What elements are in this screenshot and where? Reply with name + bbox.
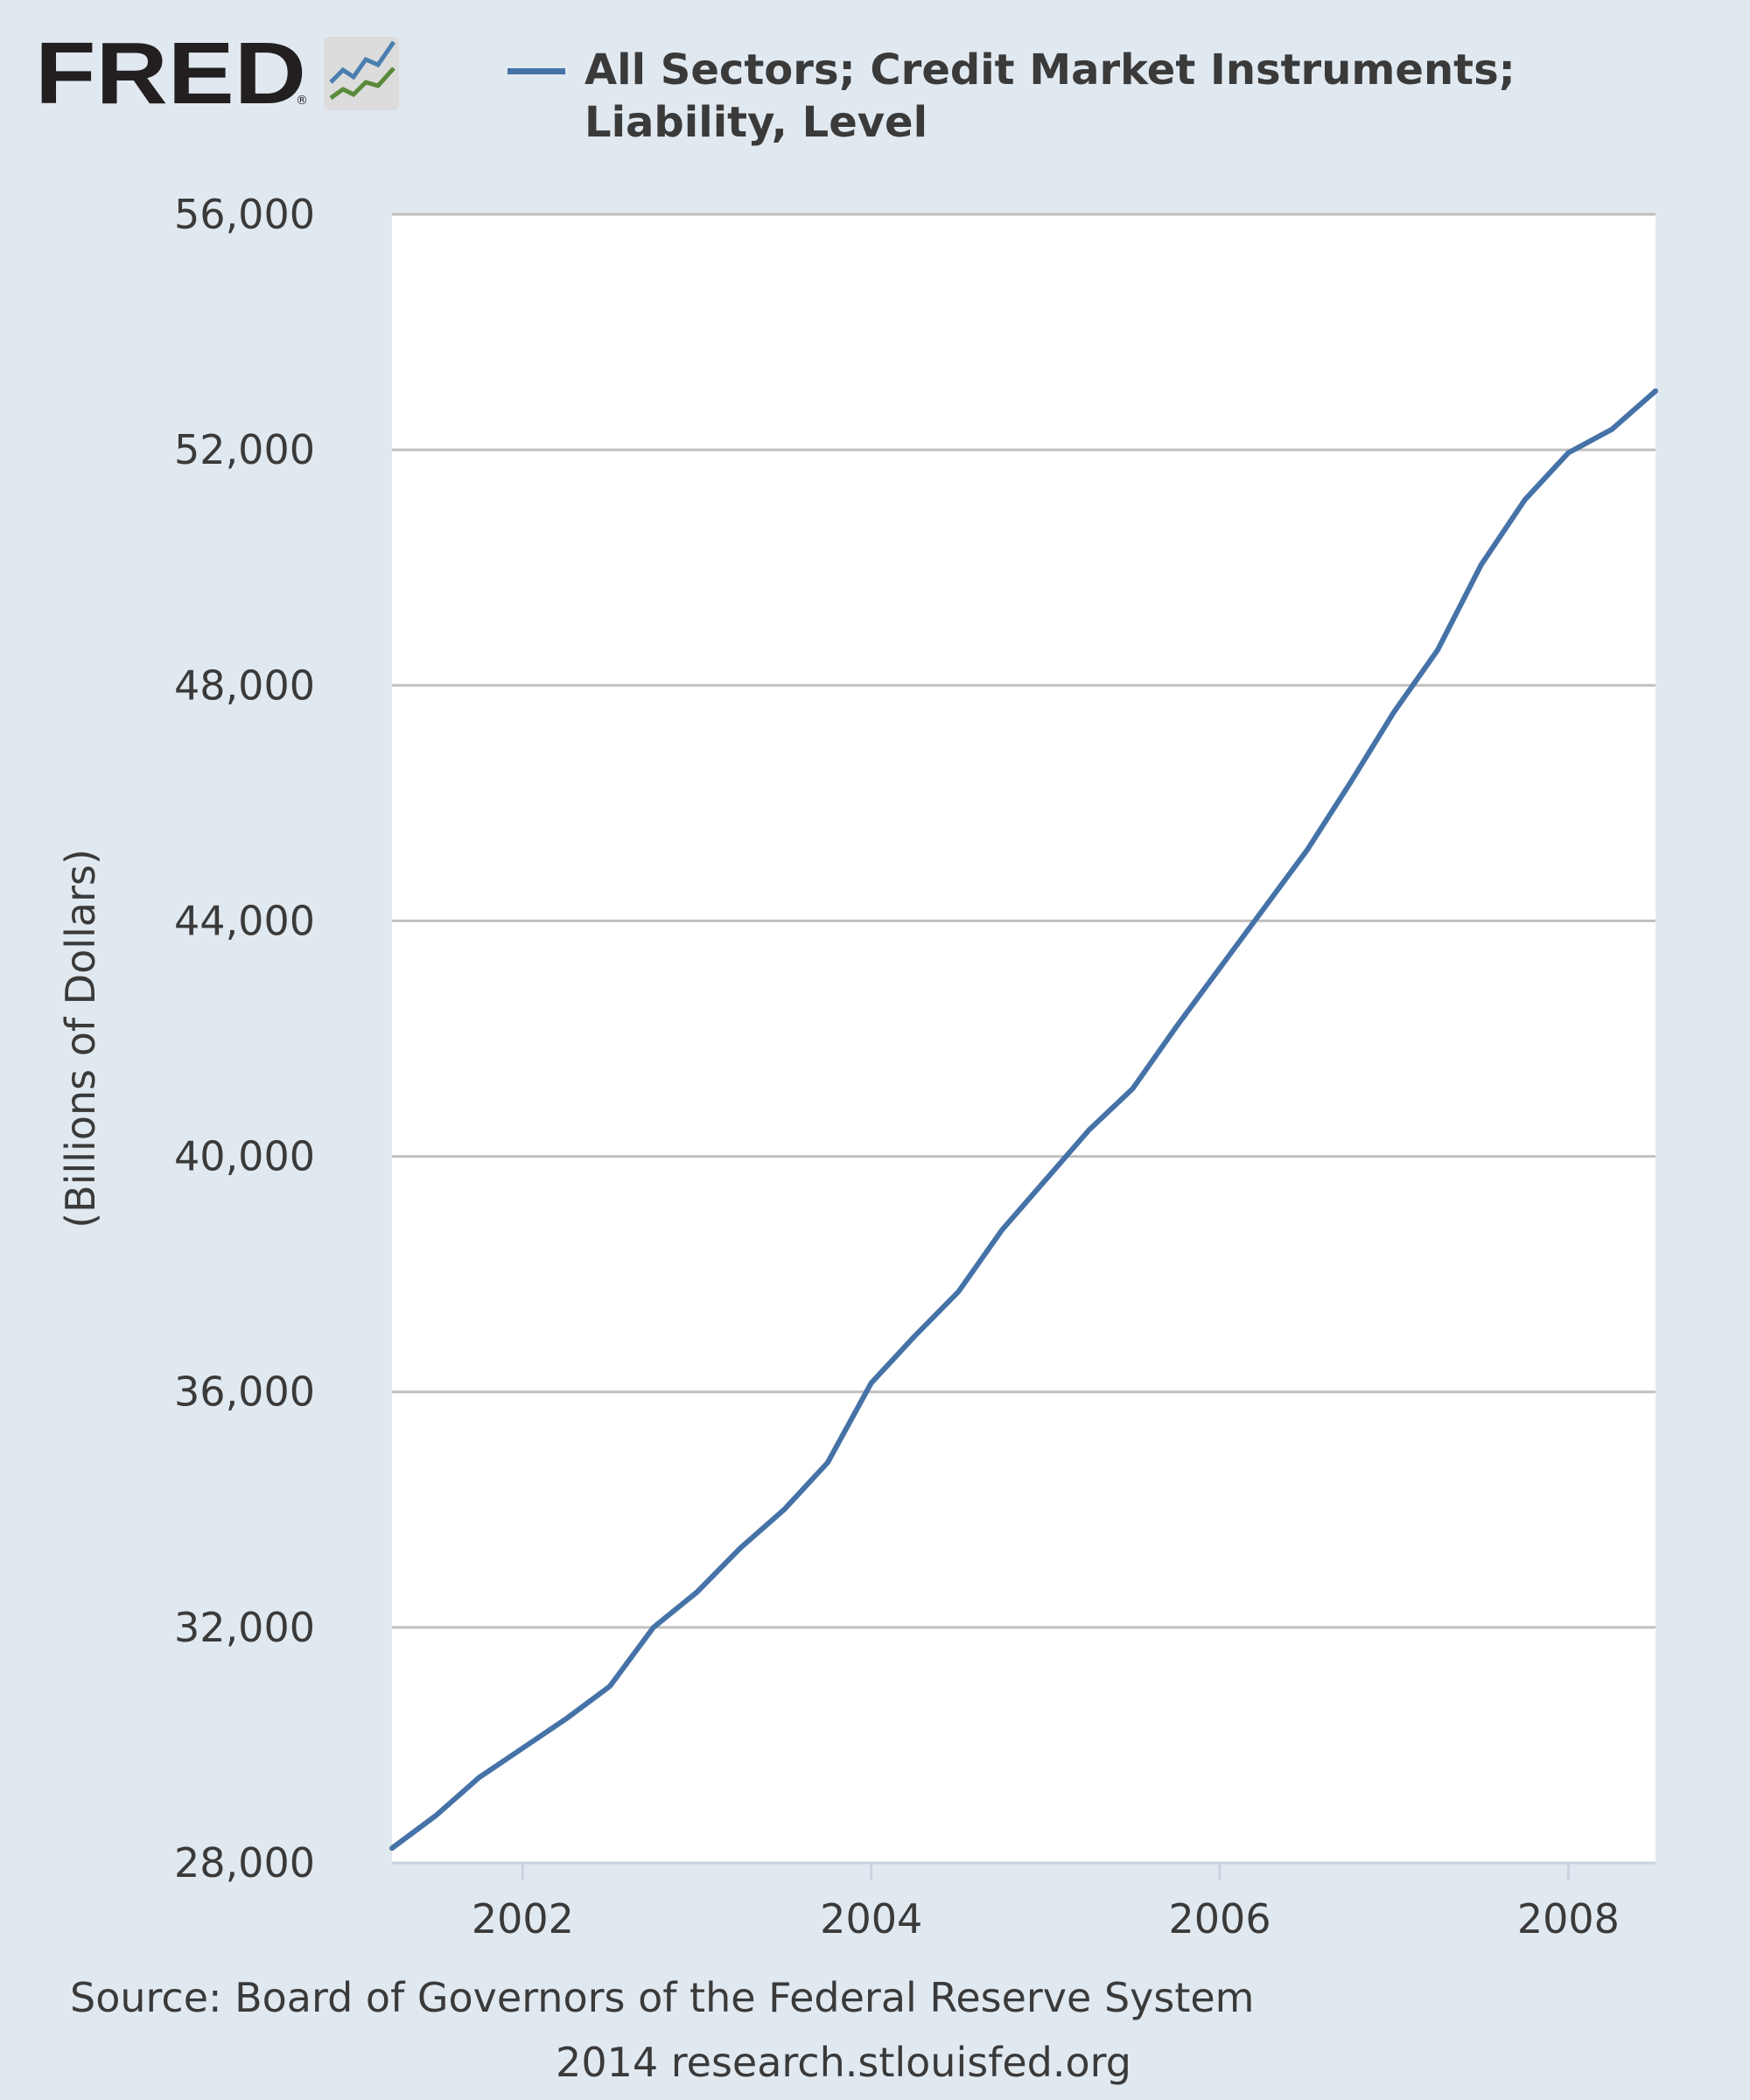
y-tick-labels: 28,000 32,000 36,000 40,000 44,000 48,000 52,0… <box>174 191 315 1886</box>
source-note: Source: Board of Governors of the Federa… <box>70 1974 1255 2021</box>
x-tick-label: 2008 <box>1517 1895 1620 1942</box>
series-layer <box>389 388 1658 1852</box>
x-tick-label: 2006 <box>1169 1895 1271 1942</box>
y-tick-label: 32,000 <box>174 1604 315 1651</box>
x-tick-labels: 2002 2004 2006 2008 <box>472 1895 1620 1942</box>
data-point <box>522 1746 524 1749</box>
credit-note: 2014 research.stlouisfed.org <box>556 2039 1131 2086</box>
data-point <box>1523 499 1526 501</box>
registered-mark: ® <box>296 94 308 108</box>
data-point <box>826 1461 829 1464</box>
axes <box>392 1861 1656 1880</box>
data-point <box>565 1718 568 1720</box>
legend-swatch <box>508 68 565 74</box>
data-point <box>870 1382 872 1384</box>
plot-area <box>392 214 1656 1863</box>
fred-sparkline-icon <box>324 37 399 110</box>
y-tick-label: 40,000 <box>174 1133 315 1180</box>
data-point <box>1044 1179 1046 1181</box>
data-point <box>391 1847 394 1850</box>
data-point <box>1175 1026 1178 1028</box>
data-point <box>608 1685 611 1688</box>
data-point <box>1001 1228 1004 1231</box>
legend-label: All Sectors; Credit Market Instruments; … <box>584 46 1516 147</box>
data-point <box>1088 1129 1090 1131</box>
data-point <box>1306 849 1308 851</box>
data-point <box>1437 648 1439 651</box>
data-point <box>1131 1088 1134 1090</box>
series-line <box>389 388 1658 1852</box>
y-tick-label: 36,000 <box>174 1368 315 1416</box>
fred-logo-text: FRED <box>35 30 306 122</box>
data-point <box>434 1815 437 1817</box>
data-point <box>1567 452 1570 454</box>
y-tick-label: 52,000 <box>174 426 315 473</box>
data-point <box>914 1334 916 1337</box>
data-point <box>957 1291 960 1293</box>
y-tick-label: 28,000 <box>174 1839 315 1886</box>
data-point <box>783 1508 786 1511</box>
data-point <box>1480 564 1482 566</box>
data-point <box>696 1591 698 1593</box>
data-point <box>1349 781 1352 784</box>
data-point <box>652 1626 654 1628</box>
data-point <box>1655 389 1657 392</box>
y-axis-label: (Billions of Dollars) <box>57 849 104 1228</box>
fred-logo: FRED ® <box>35 30 399 122</box>
x-tick-label: 2004 <box>820 1895 922 1942</box>
y-tick-label: 44,000 <box>174 897 315 944</box>
y-tick-label: 56,000 <box>174 191 315 238</box>
data-point <box>478 1776 480 1779</box>
gridlines <box>392 213 1656 1629</box>
data-point <box>1219 967 1222 970</box>
data-point <box>1611 428 1614 430</box>
y-tick-label: 48,000 <box>174 662 315 709</box>
data-point <box>1393 710 1396 713</box>
data-point <box>1262 907 1264 910</box>
data-point <box>739 1547 742 1550</box>
x-tick-label: 2002 <box>472 1895 574 1942</box>
